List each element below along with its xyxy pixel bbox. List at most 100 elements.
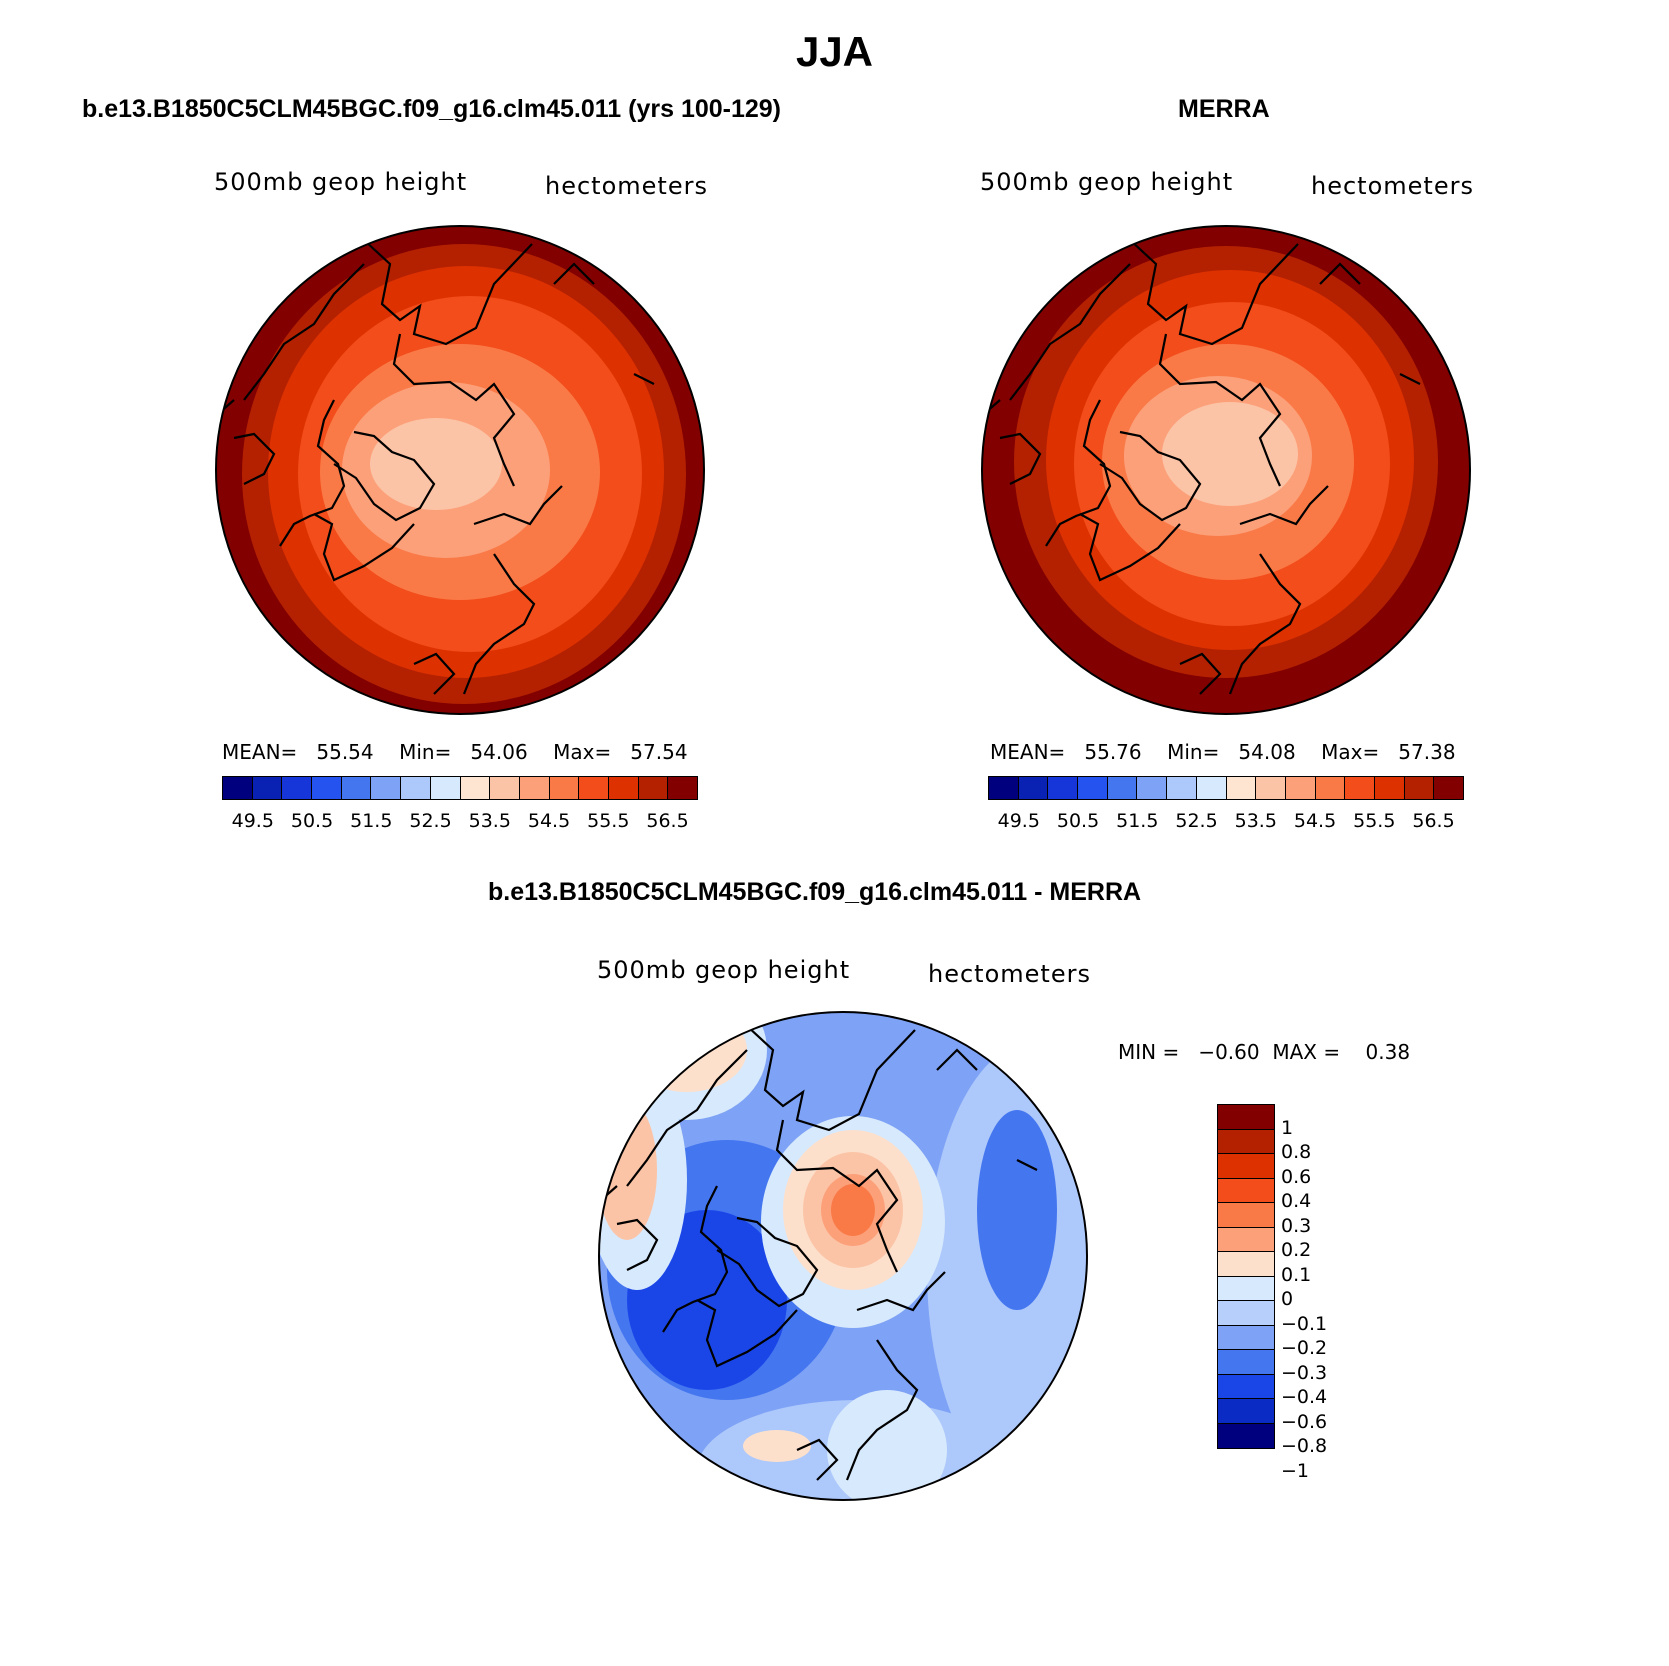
diff-colorbar-label: 1 — [1281, 1116, 1294, 1139]
obs-colorbar-label: 55.5 — [1353, 810, 1396, 832]
obs-colorbar-cell — [1434, 777, 1463, 799]
obs-max-value: 57.38 — [1398, 740, 1456, 764]
diff-panel-title: b.e13.B1850C5CLM45BGC.f09_g16.clm45.011 … — [488, 878, 1142, 906]
diff-colorbar-cell — [1218, 1399, 1274, 1424]
diff-colorbar-label: −0.1 — [1281, 1312, 1328, 1335]
obs-min-value: 54.08 — [1238, 740, 1296, 764]
obs-colorbar-cell — [1048, 777, 1079, 799]
obs-variable-label: 500mb geop height — [980, 168, 1234, 196]
diff-colorbar-label: 0.8 — [1281, 1141, 1312, 1163]
diff-colorbar-label: 0.1 — [1281, 1263, 1312, 1286]
diff-min-value: −0.60 — [1198, 1040, 1260, 1064]
diff-colorbar-cell — [1218, 1252, 1274, 1277]
model-colorbar-cell — [282, 777, 313, 799]
diff-colorbar-label: 0.3 — [1281, 1214, 1312, 1237]
diff-colorbar-cell — [1218, 1423, 1274, 1448]
model-colorbar-cell — [371, 777, 402, 799]
diff-colorbar-cell — [1218, 1178, 1274, 1203]
diff-colorbar-cell — [1218, 1203, 1274, 1228]
obs-colorbar-label: 54.5 — [1293, 810, 1337, 832]
obs-colorbar-cell — [1167, 777, 1197, 799]
obs-colorbar-cell — [989, 777, 1019, 799]
diff-colorbar-cell — [1218, 1105, 1274, 1130]
diff-variable-label: 500mb geop height — [597, 956, 851, 984]
diff-colorbar-cell — [1218, 1374, 1274, 1399]
obs-mean-value: 55.76 — [1084, 740, 1142, 764]
obs-colorbar — [988, 776, 1464, 800]
obs-colorbar-cell — [1107, 777, 1138, 799]
model-mean-value: 55.54 — [316, 740, 374, 764]
model-colorbar-label: 54.5 — [527, 810, 571, 832]
obs-panel-title: MERRA — [1178, 95, 1270, 123]
obs-max-label: Max= — [1321, 740, 1380, 764]
diff-colorbar-label: 0.4 — [1281, 1190, 1312, 1212]
obs-polar-map — [981, 225, 1471, 715]
model-mean-label: MEAN= — [222, 740, 298, 764]
obs-colorbar-cell — [1226, 777, 1257, 799]
diff-colorbar-label: 0.2 — [1281, 1239, 1312, 1261]
obs-colorbar-cell — [1404, 777, 1435, 799]
model-colorbar-label: 49.5 — [231, 810, 274, 832]
obs-colorbar-cell — [1078, 777, 1108, 799]
obs-units-label: hectometers — [1311, 172, 1474, 200]
obs-colorbar-cell — [1285, 777, 1316, 799]
diff-min-label: MIN = — [1118, 1040, 1180, 1064]
obs-colorbar-cell — [1137, 777, 1168, 799]
model-colorbar-cell — [608, 777, 639, 799]
model-colorbar-cell — [430, 777, 461, 799]
diff-colorbar-cell — [1218, 1350, 1274, 1375]
diff-colorbar-cell — [1218, 1129, 1274, 1154]
model-colorbar-cell — [519, 777, 550, 799]
obs-colorbar-cell — [1256, 777, 1286, 799]
model-variable-label: 500mb geop height — [214, 168, 468, 196]
main-title: JJA — [795, 28, 874, 75]
diff-stats: MIN = −0.60 MAX = 0.38 — [1118, 1040, 1410, 1064]
model-colorbar-label: 56.5 — [646, 810, 689, 832]
obs-colorbar-label: 56.5 — [1412, 810, 1455, 832]
diff-colorbar-label: −0.6 — [1281, 1410, 1328, 1433]
obs-colorbar-cell — [1196, 777, 1227, 799]
diff-colorbar-label: −0.2 — [1281, 1337, 1328, 1359]
model-colorbar-cell — [401, 777, 431, 799]
obs-min-label: Min= — [1167, 740, 1220, 764]
model-stats: MEAN= 55.54 Min= 54.06 Max= 57.54 — [222, 740, 688, 764]
model-colorbar-cell — [490, 777, 520, 799]
diff-max-value: 0.38 — [1365, 1040, 1411, 1064]
diff-colorbar — [1217, 1104, 1275, 1449]
model-units-label: hectometers — [545, 172, 708, 200]
diff-colorbar-cell — [1218, 1227, 1274, 1252]
model-max-value: 57.54 — [630, 740, 688, 764]
model-colorbar-cell — [668, 777, 697, 799]
model-polar-map — [215, 225, 705, 715]
diff-colorbar-cell — [1218, 1276, 1274, 1301]
diff-colorbar-cell — [1218, 1154, 1274, 1179]
model-min-label: Min= — [399, 740, 452, 764]
model-colorbar — [222, 776, 698, 800]
model-colorbar-cell — [579, 777, 609, 799]
diff-colorbar-label: 0.6 — [1281, 1165, 1312, 1188]
obs-colorbar-label: 53.5 — [1234, 810, 1277, 832]
obs-colorbar-cell — [1374, 777, 1405, 799]
model-max-label: Max= — [553, 740, 612, 764]
model-colorbar-label: 53.5 — [468, 810, 511, 832]
diff-polar-map — [598, 1011, 1088, 1501]
obs-colorbar-cell — [1345, 777, 1375, 799]
diff-colorbar-label: −0.8 — [1281, 1435, 1328, 1457]
model-colorbar-label: 51.5 — [350, 810, 393, 832]
obs-mean-label: MEAN= — [990, 740, 1066, 764]
diff-colorbar-label: −1 — [1281, 1459, 1310, 1482]
obs-colorbar-cell — [1018, 777, 1049, 799]
model-panel-title: b.e13.B1850C5CLM45BGC.f09_g16.clm45.011 … — [82, 95, 782, 123]
model-colorbar-cell — [312, 777, 342, 799]
diff-colorbar-label: −0.4 — [1281, 1386, 1328, 1408]
obs-colorbar-label: 51.5 — [1116, 810, 1159, 832]
diff-colorbar-label: −0.3 — [1281, 1361, 1328, 1384]
model-colorbar-label: 55.5 — [587, 810, 630, 832]
diff-colorbar-cell — [1218, 1325, 1274, 1350]
model-colorbar-cell — [460, 777, 491, 799]
diff-colorbar-cell — [1218, 1301, 1274, 1326]
model-min-value: 54.06 — [470, 740, 528, 764]
model-colorbar-cell — [223, 777, 253, 799]
model-colorbar-cell — [341, 777, 372, 799]
obs-colorbar-label: 49.5 — [997, 810, 1040, 832]
